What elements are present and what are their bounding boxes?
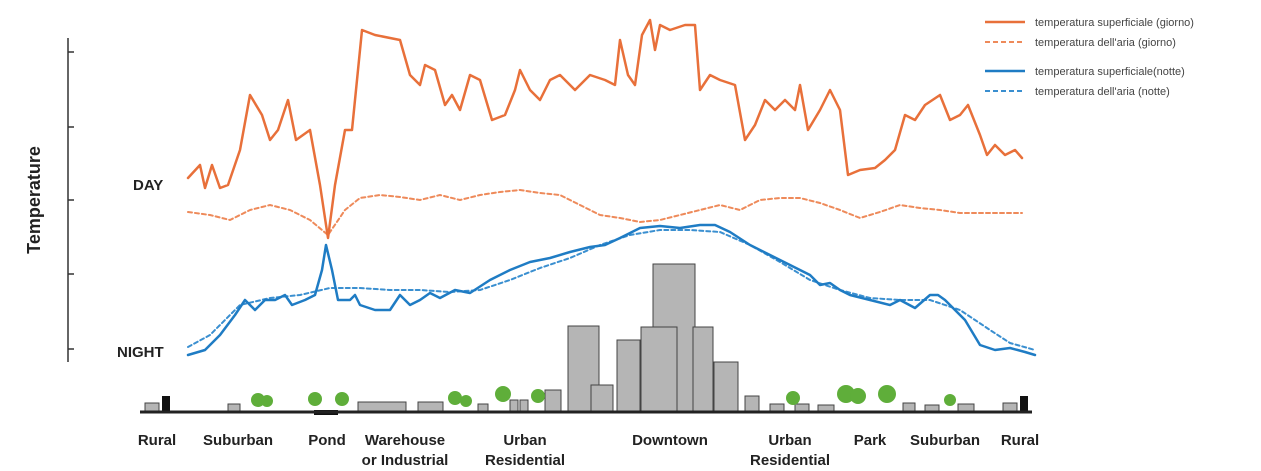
zone-label: Residential xyxy=(750,452,830,469)
legend: temperatura superficiale (giorno) temper… xyxy=(985,17,1194,98)
trees xyxy=(251,385,956,407)
axis xyxy=(67,38,74,362)
legend-label: temperatura superficiale (giorno) xyxy=(1035,17,1194,29)
zone-label: Suburban xyxy=(910,432,980,449)
day-label: DAY xyxy=(133,177,163,194)
zone-label: Residential xyxy=(485,452,565,469)
axis-label: Temperature xyxy=(24,146,44,254)
buildings xyxy=(144,263,1018,413)
zone-label: Warehouse xyxy=(365,432,445,449)
zone-label: Urban xyxy=(503,432,546,449)
zone-label: Rural xyxy=(1001,432,1039,449)
zone-label: Downtown xyxy=(632,432,708,449)
legend-label: temperatura dell'aria (notte) xyxy=(1035,86,1170,98)
zone-labels: Rural Suburban Pond Warehouse or Industrial U… xyxy=(138,432,1039,469)
day-air-line xyxy=(187,189,1023,236)
legend-label: temperatura superficiale(notte) xyxy=(1035,66,1185,78)
zone-label: or Industrial xyxy=(362,452,449,469)
day-surface-line xyxy=(186,18,1024,240)
night-label: NIGHT xyxy=(117,344,164,361)
night-surface-line xyxy=(186,223,1037,357)
zone-label: Suburban xyxy=(203,432,273,449)
zone-label: Urban xyxy=(768,432,811,449)
legend-label: temperatura dell'aria (giorno) xyxy=(1035,37,1176,49)
zone-label: Rural xyxy=(138,432,176,449)
zone-label: Pond xyxy=(308,432,346,449)
zone-label: Park xyxy=(854,432,887,449)
night-air-line xyxy=(187,229,1036,351)
